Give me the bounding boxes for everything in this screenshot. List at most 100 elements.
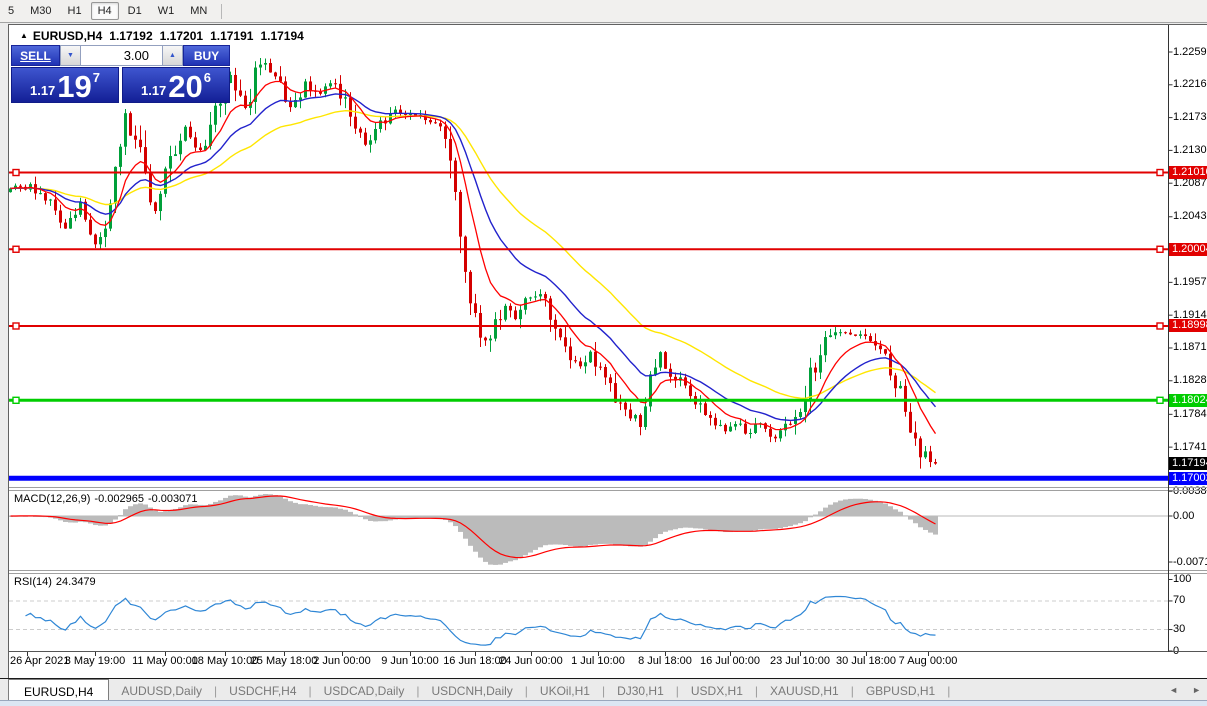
time-tick-label: 8 Jul 18:00 (638, 655, 692, 667)
timeframe-toolbar: 5 M30 H1 H4 D1 W1 MN (0, 0, 1207, 23)
time-tick-label: 26 Apr 2021 (10, 655, 70, 667)
hline-handle (12, 396, 20, 404)
bid-quote[interactable]: 1.17 19 7 (11, 67, 119, 103)
ask-prefix: 1.17 (140, 83, 167, 98)
price-tick-label: 1.19140 (1173, 309, 1207, 321)
time-tick-label: 11 May 00:00 (132, 655, 198, 667)
tab-separator: | (947, 684, 951, 698)
tf-button-h4[interactable]: H4 (90, 2, 119, 20)
bid-price-label: 1.17194 (1169, 457, 1207, 470)
macd-histogram (9, 494, 938, 565)
hline-handle (1156, 168, 1164, 177)
ask-big-digits: 20 (168, 69, 203, 104)
status-strip (0, 700, 1207, 706)
tab-separator: | (308, 684, 312, 698)
volume-input[interactable] (81, 45, 162, 66)
rsi-value: 24.3479 (55, 576, 96, 588)
macd-value-main: -0.002965 (94, 493, 144, 505)
tab-separator: | (601, 684, 606, 698)
hline-price-label-1-17002[interactable]: 1.17002 (1169, 472, 1207, 485)
tab-ukoil-h1[interactable]: UKOil,H1 (539, 684, 590, 698)
bid-prefix: 1.17 (29, 83, 56, 98)
time-tick-label: 18 May 10:00 (191, 655, 259, 667)
tab-usdx-h1[interactable]: USDX,H1 (690, 684, 743, 698)
price-tick-label: 1.18280 (1173, 374, 1207, 386)
macd-value-signal: -0.003071 (147, 493, 198, 505)
ohlc-close: 1.17194 (260, 29, 304, 43)
tf-button-w1[interactable]: W1 (157, 5, 175, 17)
volume-decrease-button[interactable]: ▼ (60, 45, 81, 66)
toolbar-separator (221, 3, 223, 19)
chart-tab-bar: EURUSD,H4 AUDUSD,Daily | USDCHF,H4 | USDCAD,D… (0, 678, 1207, 700)
time-tick-label: 16 Jul 00:00 (700, 655, 760, 667)
sell-button[interactable]: SELL (11, 45, 60, 66)
price-tick-label: 1.18710 (1173, 341, 1207, 353)
time-tick-label: 16 Jun 18:00 (443, 655, 507, 667)
volume-increase-button[interactable]: ▲ (162, 45, 183, 66)
time-tick-label: 7 Aug 00:00 (898, 655, 958, 667)
macd-title: MACD(12,26,9) (14, 493, 91, 505)
tf-button-mn[interactable]: MN (190, 5, 208, 17)
time-tick-label: 9 Jun 10:00 (381, 655, 439, 667)
time-tick-label: 3 May 19:00 (64, 655, 126, 667)
hline-handle (1156, 245, 1164, 253)
chart-canvas[interactable] (9, 25, 1207, 678)
rsi-axis-label: 30 (1173, 623, 1186, 635)
time-axis: 26 Apr 2021 3 May 19:00 11 May 00:00 18 May… (9, 655, 1169, 671)
chart-header: ▲ EURUSD,H4 1.17192 1.17201 1.17191 1.17194 (20, 29, 304, 43)
rsi-label: RSI(14) 24.3479 (14, 576, 100, 588)
price-tick-label: 1.21300 (1173, 144, 1207, 156)
time-tick-label: 23 Jul 10:00 (770, 655, 830, 667)
macd-signal-line (10, 495, 936, 559)
collapse-icon[interactable]: ▲ (20, 31, 28, 40)
tf-button-d1[interactable]: D1 (127, 5, 142, 17)
hline-price-label-1-21010[interactable]: 1.21010 (1169, 166, 1207, 179)
tf-button-h1[interactable]: H1 (67, 5, 82, 17)
ma-slow-line (10, 109, 936, 400)
price-tick-label: 1.17840 (1173, 408, 1207, 420)
ohlc-high: 1.17201 (159, 29, 204, 43)
tab-dj30-h1[interactable]: DJ30,H1 (617, 684, 664, 698)
tab-separator: | (675, 684, 679, 698)
rsi-axis-label: 100 (1173, 573, 1192, 585)
tab-scroll-arrows: ◄ ► (1169, 679, 1201, 700)
tf-button-m30[interactable]: M30 (30, 5, 52, 17)
ohlc-open: 1.17192 (109, 29, 153, 43)
chart-symbol: EURUSD,H4 (32, 29, 103, 43)
hline-handle (12, 168, 20, 177)
hline-handle (12, 245, 20, 253)
rsi-axis-label: 70 (1173, 594, 1186, 606)
hline-price-label-1-18998[interactable]: 1.18998 (1169, 319, 1207, 332)
tab-usdcad-daily[interactable]: USDCAD,Daily (323, 684, 405, 698)
macd-label: MACD(12,26,9) -0.002965 -0.003071 (14, 493, 202, 505)
hline-handle (12, 322, 20, 330)
price-tick-label: 1.17410 (1173, 441, 1207, 453)
tab-xauusd-h1[interactable]: XAUUSD,H1 (770, 684, 839, 698)
ma-fast-line (10, 80, 937, 434)
macd-axis-label: -0.00719 (1173, 556, 1207, 568)
ask-quote[interactable]: 1.17 20 6 (122, 67, 230, 103)
tab-usdcnh-daily[interactable]: USDCNH,Daily (431, 684, 513, 698)
buy-button[interactable]: BUY (183, 45, 230, 66)
tf-button-5[interactable]: 5 (8, 5, 15, 17)
time-tick-label: 30 Jul 18:00 (836, 655, 896, 667)
hline-handle (1156, 322, 1164, 330)
tab-eurusd-h4[interactable]: EURUSD,H4 (8, 679, 110, 700)
bid-pip-digit: 7 (92, 70, 101, 85)
hline-price-label-1-18024[interactable]: 1.18024 (1169, 394, 1207, 407)
rsi-line (25, 595, 936, 646)
tab-usdchf-h4[interactable]: USDCHF,H4 (229, 684, 297, 698)
hline-price-label-1-20004[interactable]: 1.20004 (1169, 243, 1207, 256)
tab-scroll-right-icon[interactable]: ► (1192, 684, 1201, 695)
tab-audusd-daily[interactable]: AUDUSD,Daily (121, 684, 203, 698)
tab-gbpusd-h1[interactable]: GBPUSD,H1 (865, 684, 936, 698)
hline-handle (1156, 396, 1164, 404)
tab-scroll-left-icon[interactable]: ◄ (1169, 684, 1179, 695)
tab-separator: | (214, 684, 218, 698)
rsi-title: RSI(14) (14, 576, 52, 588)
ask-pip-digit: 6 (203, 70, 212, 85)
tab-separator: | (850, 684, 854, 698)
ohlc-low: 1.17191 (210, 29, 254, 43)
